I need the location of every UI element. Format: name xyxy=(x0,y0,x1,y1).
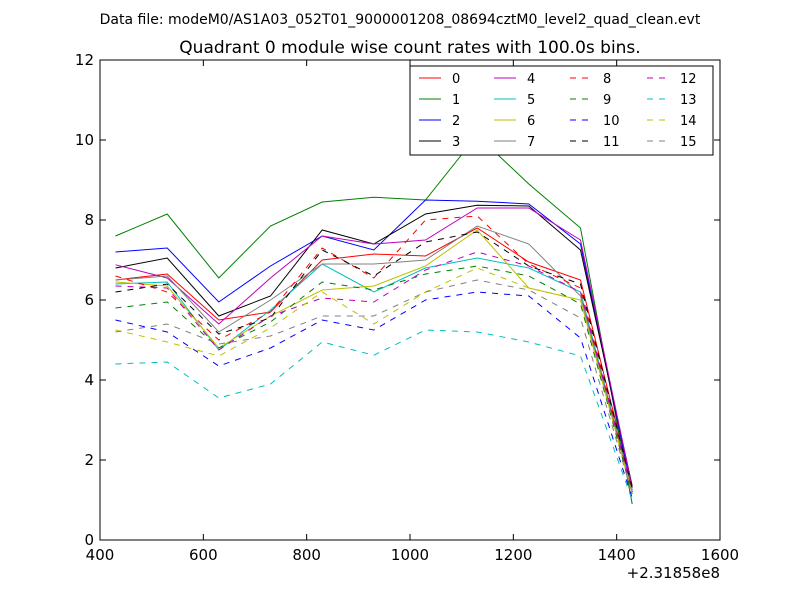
legend-label-1: 1 xyxy=(452,93,460,108)
x-tick-label: 1200 xyxy=(494,546,532,564)
axes-frame xyxy=(99,59,721,541)
series-line-2 xyxy=(115,199,633,493)
series-line-1 xyxy=(115,134,633,505)
legend-label-14: 14 xyxy=(680,114,697,129)
x-tick-label: 1400 xyxy=(598,546,636,564)
y-tick-label: 2 xyxy=(84,451,94,469)
legend-label-5: 5 xyxy=(527,93,535,108)
legend-label-2: 2 xyxy=(452,114,460,129)
x-tick-label: 1600 xyxy=(701,546,739,564)
x-tick-label: 600 xyxy=(189,546,218,564)
series-line-4 xyxy=(115,207,633,489)
series-line-5 xyxy=(115,257,633,491)
legend-label-6: 6 xyxy=(527,114,535,129)
y-tick-label: 0 xyxy=(84,531,94,549)
series-line-8 xyxy=(115,215,633,491)
y-tick-label: 8 xyxy=(84,211,94,229)
chart-title: Quadrant 0 module wise count rates with … xyxy=(179,38,640,58)
series-line-13 xyxy=(115,329,633,501)
legend-label-4: 4 xyxy=(527,72,535,87)
legend-label-12: 12 xyxy=(680,72,697,87)
legend-label-8: 8 xyxy=(603,72,611,87)
series-line-15 xyxy=(115,279,633,495)
figure-suptitle: Data file: modeM0/AS1A03_052T01_90000012… xyxy=(100,12,701,28)
legend-label-13: 13 xyxy=(680,93,697,108)
series-line-11 xyxy=(115,231,633,489)
legend-label-7: 7 xyxy=(527,135,535,150)
x-tick-label: 400 xyxy=(86,546,115,564)
series-layer xyxy=(115,134,633,505)
series-line-9 xyxy=(115,265,633,495)
legend-label-10: 10 xyxy=(603,114,620,129)
series-line-14 xyxy=(115,267,633,495)
legend-label-9: 9 xyxy=(603,93,611,108)
legend-label-15: 15 xyxy=(680,135,697,150)
x-tick-label: 800 xyxy=(292,546,321,564)
legend-label-3: 3 xyxy=(452,135,460,150)
x-tick-label: 1000 xyxy=(391,546,429,564)
y-tick-label: 12 xyxy=(75,51,94,69)
x-offset-label: +2.31858e8 xyxy=(627,564,720,582)
series-line-0 xyxy=(115,227,633,489)
y-tick-label: 4 xyxy=(84,371,94,389)
series-line-12 xyxy=(115,251,633,493)
y-tick-label: 6 xyxy=(84,291,94,309)
legend-label-11: 11 xyxy=(603,135,620,150)
series-line-10 xyxy=(115,291,633,499)
y-tick-label: 10 xyxy=(75,131,94,149)
series-line-3 xyxy=(115,204,633,487)
legend-label-0: 0 xyxy=(452,72,460,87)
legend-frame xyxy=(409,65,714,156)
series-line-7 xyxy=(115,225,633,491)
series-line-6 xyxy=(115,229,633,493)
